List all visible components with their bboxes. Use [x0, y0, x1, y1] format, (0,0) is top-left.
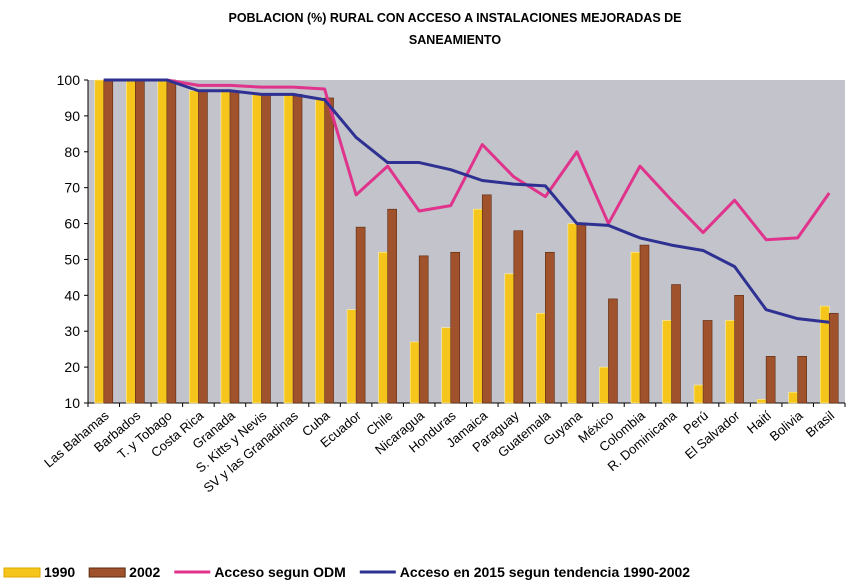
y-tick-label: 70 [64, 180, 80, 196]
y-tick-label: 30 [64, 323, 80, 339]
y-tick-label: 50 [64, 251, 80, 267]
legend-swatch [3, 567, 41, 578]
x-tick-label: Brasil [803, 408, 838, 440]
bar [387, 208, 397, 404]
bar [346, 309, 357, 404]
chart-title: POBLACION (%) RURAL CON ACCESO A INSTALA… [228, 11, 681, 25]
bar [94, 79, 105, 404]
x-tick-label: Bolivia [767, 407, 807, 444]
y-tick-label: 80 [64, 144, 80, 160]
bar [662, 320, 672, 404]
bar [504, 273, 515, 404]
legend-label: Acceso segun ODM [214, 564, 345, 580]
bar [450, 251, 461, 404]
bar [355, 226, 366, 404]
bar [734, 295, 744, 404]
y-tick-label: 10 [64, 395, 80, 411]
bar [166, 79, 177, 404]
bar [828, 312, 839, 404]
legend-label: 2002 [129, 564, 160, 580]
chart-title: SANEAMIENTO [409, 33, 501, 47]
bar [189, 90, 199, 404]
bar [418, 255, 429, 404]
bar [220, 90, 231, 404]
bar [639, 244, 650, 404]
bar [693, 384, 704, 404]
bar [135, 79, 145, 404]
bar [725, 320, 735, 404]
bar [378, 251, 388, 404]
bar [797, 356, 807, 404]
y-tick-label: 90 [64, 108, 80, 124]
bar [756, 399, 767, 404]
bar [536, 312, 546, 404]
bar [765, 356, 776, 404]
bar [481, 194, 492, 404]
line [103, 78, 830, 324]
bar [126, 79, 136, 404]
legend-label: 1990 [44, 564, 75, 580]
bar [608, 298, 618, 404]
y-tick-label: 20 [64, 359, 80, 375]
bar [630, 251, 641, 404]
y-tick-label: 100 [57, 72, 81, 88]
bar [472, 208, 483, 404]
bar [261, 94, 271, 404]
bar [576, 223, 587, 404]
plot-area [88, 80, 845, 403]
bar [567, 223, 578, 404]
bar [315, 97, 325, 404]
bar [513, 230, 524, 404]
bar [545, 251, 555, 404]
y-tick-label: 60 [64, 216, 80, 232]
bar [599, 366, 609, 404]
bar [292, 94, 303, 404]
bar [157, 79, 168, 404]
bar [283, 94, 294, 404]
bar [198, 90, 208, 404]
bar [441, 327, 452, 404]
y-tick-label: 40 [64, 287, 80, 303]
bar [409, 341, 420, 404]
bar [702, 320, 713, 404]
bar [103, 79, 114, 404]
bar [252, 94, 262, 404]
legend-swatch [88, 567, 126, 578]
bar [788, 391, 798, 404]
bar [671, 284, 681, 404]
bar [229, 90, 240, 404]
bar [324, 97, 334, 404]
legend-label: Acceso en 2015 segun tendencia 1990-2002 [400, 564, 690, 580]
